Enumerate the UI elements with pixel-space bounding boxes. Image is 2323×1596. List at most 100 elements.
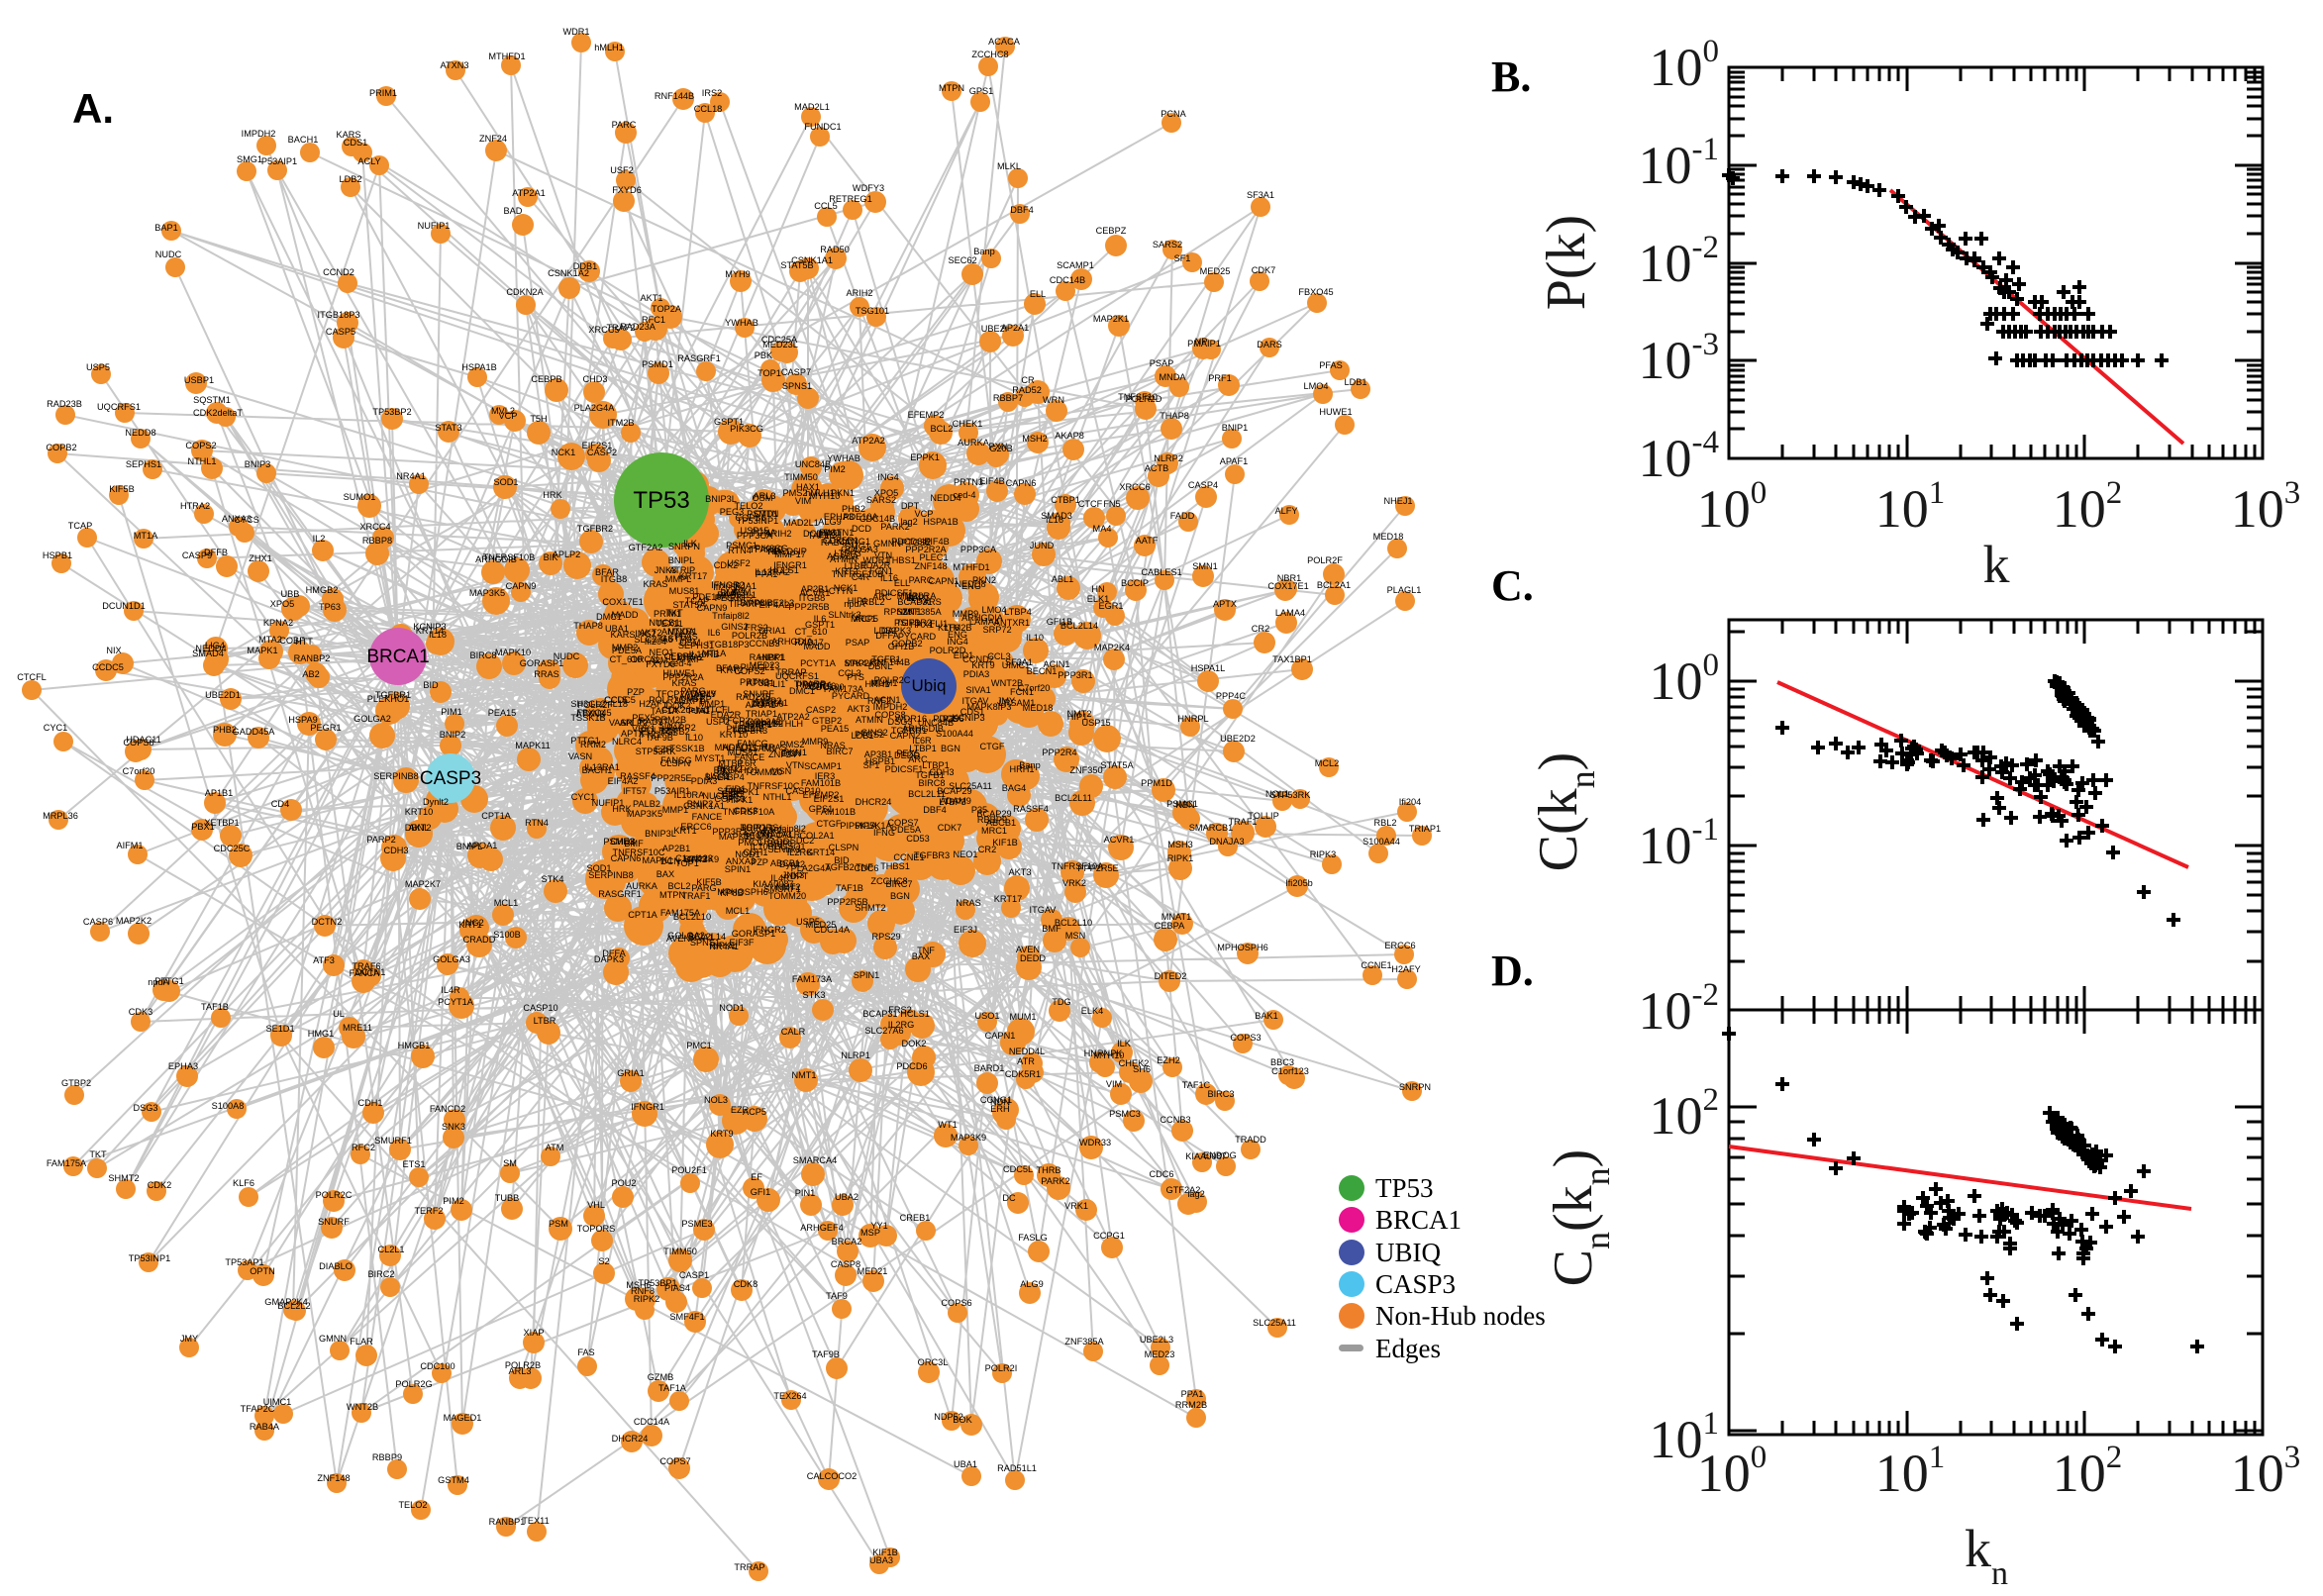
svg-text:C7orf20: C7orf20 xyxy=(123,766,155,776)
svg-text:DEDD: DEDD xyxy=(1020,953,1046,963)
svg-text:EZH2: EZH2 xyxy=(1157,1055,1180,1065)
svg-text:GOLGA3: GOLGA3 xyxy=(433,954,470,964)
svg-text:ATM: ATM xyxy=(546,1143,564,1152)
svg-text:ARIH2: ARIH2 xyxy=(846,288,872,298)
svg-text:CTCFL: CTCFL xyxy=(17,672,47,682)
svg-text:MED23: MED23 xyxy=(1145,1349,1175,1359)
svg-text:ATXN3: ATXN3 xyxy=(441,60,469,70)
svg-text:RNF144B: RNF144B xyxy=(655,91,694,101)
svg-text:ABCB1: ABCB1 xyxy=(986,818,1016,828)
svg-text:Edges: Edges xyxy=(1375,1334,1441,1363)
svg-text:MTPN: MTPN xyxy=(939,83,964,93)
svg-text:NCK1: NCK1 xyxy=(552,448,576,457)
svg-text:POLR2C: POLR2C xyxy=(316,1190,353,1200)
svg-text:S100B: S100B xyxy=(493,930,521,940)
svg-text:CDK5R1: CDK5R1 xyxy=(1005,1069,1041,1079)
svg-text:HN: HN xyxy=(1091,584,1104,594)
svg-text:PARK2: PARK2 xyxy=(1041,1176,1069,1186)
svg-text:NMT1: NMT1 xyxy=(896,607,921,617)
svg-text:FAS: FAS xyxy=(577,1347,594,1357)
svg-text:FRS2: FRS2 xyxy=(888,1005,912,1015)
svg-text:MADD: MADD xyxy=(611,610,638,620)
svg-text:BCL2L2: BCL2L2 xyxy=(277,1301,310,1311)
svg-text:CASP10: CASP10 xyxy=(523,1003,557,1013)
svg-text:LTBP4: LTBP4 xyxy=(1004,607,1031,617)
svg-text:NP: NP xyxy=(1195,337,1208,347)
svg-text:AKT3: AKT3 xyxy=(1009,867,1032,877)
svg-text:PLA2G4A: PLA2G4A xyxy=(574,403,616,413)
svg-text:DC: DC xyxy=(1002,1193,1016,1203)
svg-text:TDG: TDG xyxy=(1052,997,1070,1007)
svg-text:BAX: BAX xyxy=(912,951,930,961)
svg-text:BCAP31: BCAP31 xyxy=(897,597,932,607)
svg-text:CCL3: CCL3 xyxy=(838,668,861,678)
svg-text:CCNB3: CCNB3 xyxy=(1160,1115,1190,1125)
svg-text:SEPHS1: SEPHS1 xyxy=(126,459,161,469)
svg-text:Dynlt2: Dynlt2 xyxy=(779,859,805,869)
svg-text:SMN1: SMN1 xyxy=(1192,561,1218,571)
svg-text:EZR: EZR xyxy=(731,1105,750,1115)
svg-text:RAD51L1: RAD51L1 xyxy=(997,1463,1037,1473)
svg-text:BFAR: BFAR xyxy=(716,663,740,673)
svg-text:BRCA1: BRCA1 xyxy=(366,647,429,667)
svg-text:BNIP3: BNIP3 xyxy=(245,459,271,469)
svg-text:LTBR: LTBR xyxy=(845,561,867,571)
svg-text:CD4: CD4 xyxy=(271,799,289,809)
svg-text:H2AFY: H2AFY xyxy=(1391,964,1421,974)
svg-text:FCN1: FCN1 xyxy=(1010,687,1034,697)
svg-text:MAP3K5: MAP3K5 xyxy=(469,588,505,598)
svg-text:TAF1B: TAF1B xyxy=(836,883,863,893)
svg-text:MVL2: MVL2 xyxy=(491,406,515,416)
svg-text:NDP52: NDP52 xyxy=(934,1412,963,1422)
svg-text:CD53: CD53 xyxy=(906,834,930,844)
svg-text:TRAF1: TRAF1 xyxy=(681,891,710,901)
svg-text:TIMM50: TIMM50 xyxy=(784,472,818,482)
svg-text:TRADD: TRADD xyxy=(1235,1135,1266,1145)
svg-text:IL6: IL6 xyxy=(708,628,721,638)
svg-text:ARHGEF4: ARHGEF4 xyxy=(800,1223,843,1233)
svg-text:LDB1: LDB1 xyxy=(1345,377,1367,387)
svg-text:PBX1: PBX1 xyxy=(191,822,215,832)
svg-text:ACTB: ACTB xyxy=(1145,463,1169,473)
svg-text:XPO5: XPO5 xyxy=(270,599,295,609)
svg-text:RAD23B: RAD23B xyxy=(47,399,82,409)
svg-text:Non-Hub nodes: Non-Hub nodes xyxy=(1375,1301,1546,1331)
svg-text:WDR33: WDR33 xyxy=(1079,1138,1111,1147)
svg-text:BCL2L10: BCL2L10 xyxy=(673,912,711,922)
svg-text:COPS8: COPS8 xyxy=(123,738,153,748)
svg-text:IL2RG: IL2RG xyxy=(888,1020,915,1030)
svg-text:XPO5: XPO5 xyxy=(874,488,899,498)
svg-text:BGN: BGN xyxy=(890,891,910,901)
svg-text:POU2F1: POU2F1 xyxy=(671,1165,707,1175)
svg-text:PSMD1: PSMD1 xyxy=(642,359,673,369)
svg-text:BRCA1: BRCA1 xyxy=(1375,1205,1462,1235)
svg-text:PLAGL1: PLAGL1 xyxy=(741,662,775,672)
svg-text:TP63: TP63 xyxy=(319,602,341,612)
svg-text:EPHA3: EPHA3 xyxy=(168,1061,198,1071)
svg-text:CPT1A: CPT1A xyxy=(481,811,511,821)
svg-text:NIX: NIX xyxy=(106,646,121,655)
svg-text:KRT1: KRT1 xyxy=(673,826,696,836)
svg-text:TP53AP1: TP53AP1 xyxy=(225,1257,263,1267)
svg-text:ATP2A1: ATP2A1 xyxy=(512,188,546,198)
svg-text:MMP9: MMP9 xyxy=(802,737,829,747)
svg-text:ZNF148: ZNF148 xyxy=(914,561,947,571)
svg-text:BCL2L11: BCL2L11 xyxy=(1055,793,1092,803)
svg-text:USO1: USO1 xyxy=(780,842,805,851)
svg-text:T5H: T5H xyxy=(530,414,547,424)
svg-text:HIP1: HIP1 xyxy=(848,596,867,606)
svg-text:BIRC2: BIRC2 xyxy=(367,1269,394,1279)
svg-text:SH6: SH6 xyxy=(1133,1064,1151,1074)
svg-text:ARHGDIA: ARHGDIA xyxy=(771,637,814,647)
svg-text:PIM1: PIM1 xyxy=(441,707,461,717)
svg-text:RRM2: RRM2 xyxy=(580,740,606,749)
svg-text:BCAP29: BCAP29 xyxy=(976,809,1011,819)
svg-text:RFC2: RFC2 xyxy=(352,1143,375,1152)
svg-text:C.: C. xyxy=(1491,561,1534,610)
svg-text:XRCC4: XRCC4 xyxy=(359,522,390,532)
svg-text:ELK4: ELK4 xyxy=(1081,1006,1103,1016)
svg-text:MUM1: MUM1 xyxy=(870,678,897,688)
svg-text:TNFRSF10B: TNFRSF10B xyxy=(483,552,536,562)
svg-text:TGFBR1: TGFBR1 xyxy=(375,690,411,700)
svg-text:BNIP2: BNIP2 xyxy=(440,730,466,740)
